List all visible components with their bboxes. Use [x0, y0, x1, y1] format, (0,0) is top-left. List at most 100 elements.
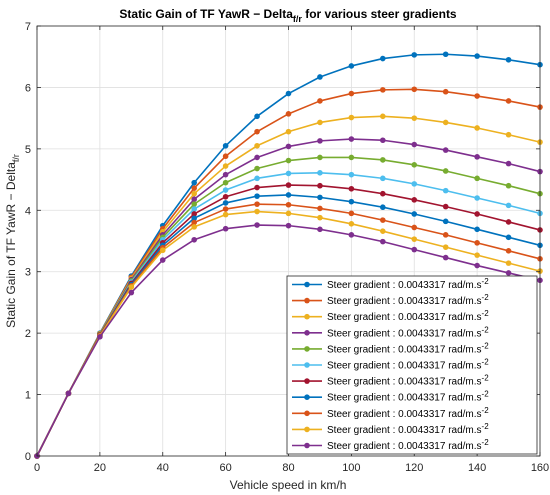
data-point — [442, 147, 449, 153]
data-point — [411, 162, 418, 168]
data-point — [411, 115, 418, 121]
data-point — [285, 222, 292, 229]
legend-item: Steer gradient : 0.0043317 rad/m.s-2 — [292, 422, 489, 436]
data-point — [222, 206, 229, 212]
x-tick-label: 160 — [531, 462, 549, 474]
legend-label-superscript: -2 — [482, 374, 490, 383]
legend-label-superscript: -2 — [482, 325, 490, 334]
data-point — [191, 224, 197, 230]
data-point — [285, 111, 292, 117]
data-point — [317, 182, 323, 189]
series-10 — [34, 208, 543, 459]
data-point — [380, 190, 386, 197]
y-tick-label: 1 — [25, 390, 31, 402]
legend-item: Steer gradient : 0.0043317 rad/m.s-2 — [292, 406, 489, 420]
data-point — [442, 244, 449, 250]
data-point — [285, 170, 292, 177]
data-point — [380, 157, 386, 163]
legend-item: Steer gradient : 0.0043317 rad/m.s-2 — [292, 341, 489, 355]
data-point — [380, 217, 386, 223]
data-point — [411, 197, 418, 203]
data-point — [222, 153, 229, 160]
y-axis-title: Static Gain of TF YawR − Deltaf/r — [4, 154, 21, 328]
legend-label-main: Steer gradient : 0.0043317 rad/m.s — [327, 328, 482, 339]
legend-label-superscript: -2 — [482, 293, 490, 302]
chart-title: Static Gain of TF YawR − Deltaf/r for va… — [119, 7, 457, 24]
data-point — [254, 184, 260, 191]
legend-label: Steer gradient : 0.0043317 rad/m.s-2 — [327, 293, 489, 307]
data-point — [317, 74, 323, 80]
x-tick-label: 140 — [468, 462, 486, 474]
data-point — [380, 137, 386, 144]
x-tick-label: 120 — [405, 462, 423, 474]
data-point — [380, 55, 386, 62]
legend-label: Steer gradient : 0.0043317 rad/m.s-2 — [327, 374, 489, 388]
data-point — [442, 168, 449, 174]
data-point — [254, 193, 260, 199]
data-point — [159, 257, 166, 263]
legend-item: Steer gradient : 0.0043317 rad/m.s-2 — [292, 358, 489, 372]
y-tick-label: 4 — [25, 205, 31, 217]
data-point — [254, 201, 260, 207]
legend-label-superscript: -2 — [482, 406, 490, 415]
legend-item: Steer gradient : 0.0043317 rad/m.s-2 — [292, 309, 489, 323]
legend-item: Steer gradient : 0.0043317 rad/m.s-2 — [292, 374, 489, 388]
data-point — [505, 219, 512, 225]
data-point — [474, 211, 480, 217]
data-point — [191, 185, 197, 191]
data-point — [348, 63, 355, 69]
data-point — [505, 260, 512, 266]
data-point — [348, 198, 355, 205]
data-point — [442, 119, 449, 126]
legend-label: Steer gradient : 0.0043317 rad/m.s-2 — [327, 438, 489, 452]
data-point — [348, 136, 355, 142]
data-point — [505, 131, 512, 138]
series-11 — [34, 222, 543, 459]
data-point — [317, 138, 323, 144]
data-point — [505, 56, 512, 63]
data-point — [254, 113, 260, 120]
legend-label: Steer gradient : 0.0043317 rad/m.s-2 — [327, 358, 489, 372]
data-point — [65, 390, 72, 397]
data-point — [411, 141, 418, 148]
data-point — [222, 171, 229, 178]
data-point — [222, 163, 229, 169]
data-point — [159, 247, 166, 254]
data-point — [348, 221, 355, 227]
legend-swatch-marker — [304, 378, 310, 384]
data-point — [317, 154, 323, 161]
chart-title-subscript: f/r — [293, 14, 302, 24]
legend-item: Steer gradient : 0.0043317 rad/m.s-2 — [292, 438, 489, 452]
data-point — [411, 52, 418, 58]
data-point — [411, 86, 418, 93]
data-point — [191, 196, 197, 203]
legend-label-main: Steer gradient : 0.0043317 rad/m.s — [327, 441, 482, 452]
data-point — [222, 225, 229, 232]
data-point — [348, 210, 355, 217]
data-point — [191, 206, 197, 212]
data-point — [285, 128, 292, 135]
legend-label: Steer gradient : 0.0043317 rad/m.s-2 — [327, 406, 489, 420]
legend-swatch-marker — [304, 297, 310, 304]
data-point — [474, 93, 480, 99]
data-point — [317, 119, 323, 126]
legend-label-main: Steer gradient : 0.0043317 rad/m.s — [327, 393, 482, 404]
data-point — [348, 185, 355, 192]
legend-label-main: Steer gradient : 0.0043317 rad/m.s — [327, 344, 482, 355]
series-layer — [34, 51, 543, 459]
data-point — [505, 270, 512, 276]
data-point — [191, 219, 197, 226]
data-point — [128, 289, 135, 296]
data-point — [474, 175, 480, 182]
data-point — [191, 215, 197, 222]
data-point — [442, 218, 449, 225]
data-point — [348, 171, 355, 178]
data-point — [505, 202, 512, 209]
data-point — [254, 165, 260, 172]
data-point — [191, 179, 197, 186]
data-point — [380, 87, 386, 93]
legend-label: Steer gradient : 0.0043317 rad/m.s-2 — [327, 325, 489, 339]
legend-swatch-marker — [304, 281, 310, 288]
data-point — [222, 193, 229, 200]
legend-label: Steer gradient : 0.0043317 rad/m.s-2 — [327, 341, 489, 355]
